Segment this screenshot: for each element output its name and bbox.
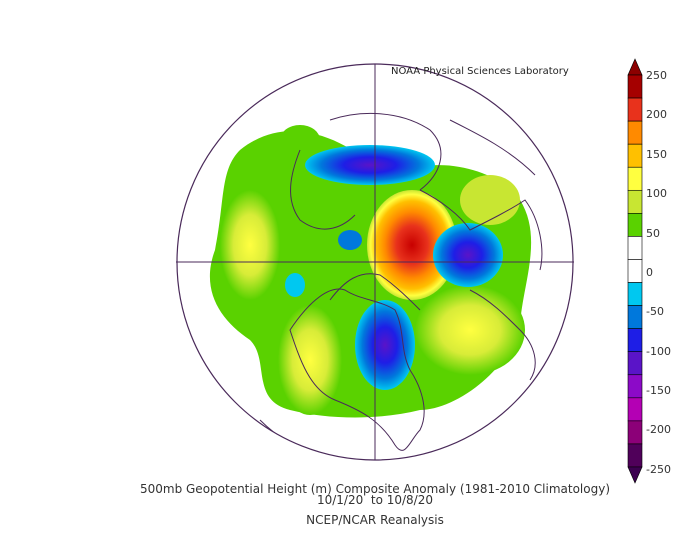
- colorbar-swatch: [627, 120, 643, 145]
- colorbar-swatch: [627, 305, 643, 329]
- anomaly-field: [209, 125, 532, 418]
- colorbar-swatch: [627, 236, 643, 260]
- colorbar: [627, 58, 643, 484]
- colorbar-swatch: [627, 397, 643, 422]
- colorbar-swatch: [627, 143, 643, 168]
- colorbar-swatch: [627, 443, 643, 468]
- trough-north: [305, 145, 435, 185]
- colorbar-swatch: [627, 374, 643, 399]
- colorbar-tick-label: -250: [646, 463, 671, 476]
- colorbar-tick-label: 250: [646, 69, 667, 82]
- colorbar-tick-label: 0: [646, 266, 653, 279]
- colorbar-swatch: [627, 328, 643, 353]
- colorbar-swatch: [627, 189, 643, 214]
- trough-south: [355, 300, 415, 390]
- colorbar-swatch: [627, 259, 643, 283]
- colorbar-swatch: [627, 166, 643, 191]
- colorbar-tick-label: 50: [646, 227, 660, 240]
- colorbar-tick-label: -200: [646, 423, 671, 436]
- caption-source: NCEP/NCAR Reanalysis: [306, 513, 444, 527]
- trough-east: [433, 223, 503, 287]
- colorbar-tick-label: 200: [646, 108, 667, 121]
- caption-title: 500mb Geopotential Height (m) Composite …: [139, 482, 610, 496]
- colorbar-swatch: [627, 420, 643, 445]
- colorbar-swatch: [627, 282, 643, 306]
- credit-label: NOAA Physical Sciences Laboratory: [391, 66, 569, 77]
- colorbar-tick-label: -150: [646, 384, 671, 397]
- colorbar-swatch: [627, 74, 643, 99]
- colorbar-tick-label: -100: [646, 345, 671, 358]
- colorbar-tick-label: -50: [646, 305, 664, 318]
- colorbar-max-arrow: [627, 58, 643, 76]
- colorbar-tick-label: 100: [646, 187, 667, 200]
- ridge-center: [367, 190, 457, 300]
- colorbar-tick-label: 150: [646, 148, 667, 161]
- colorbar-swatch: [627, 97, 643, 122]
- colorbar-swatch: [627, 351, 643, 376]
- caption-dates: 10/1/20 to 10/8/20: [316, 493, 433, 507]
- colorbar-min-arrow: [627, 466, 643, 484]
- map-border: [176, 63, 574, 461]
- colorbar-swatch: [627, 213, 643, 237]
